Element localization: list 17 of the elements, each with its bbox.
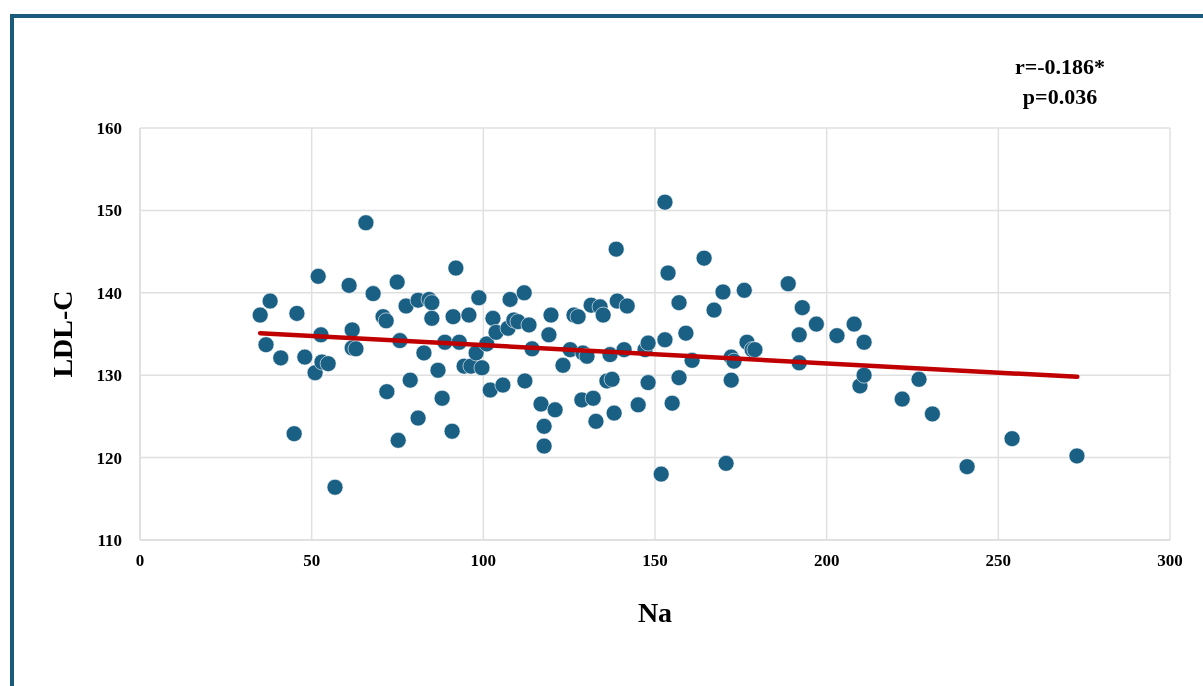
text: r=-0.186* (1014, 54, 1106, 79)
y-tick-label: 150 (96, 201, 122, 221)
x-tick-label: 300 (1157, 551, 1183, 570)
y-tick-label: 140 (96, 283, 122, 303)
y-tick-label: 130 (96, 366, 122, 386)
y-tick-label: 110 (97, 531, 122, 550)
x-tick-label: 50 (303, 551, 321, 570)
x-tick-label: 150 (642, 551, 668, 570)
y-tick-label: 120 (96, 448, 122, 468)
x-tick-label: 200 (813, 551, 840, 570)
y-tick-label: 160 (96, 119, 122, 138)
text: p=0.036 (1022, 84, 1098, 109)
x-axis-title: Na (637, 597, 673, 628)
y-axis-title: LDL-C (47, 290, 78, 378)
x-tick-label: 0 (135, 551, 145, 570)
x-tick-label: 100 (470, 551, 497, 570)
x-tick-label: 250 (985, 551, 1012, 570)
